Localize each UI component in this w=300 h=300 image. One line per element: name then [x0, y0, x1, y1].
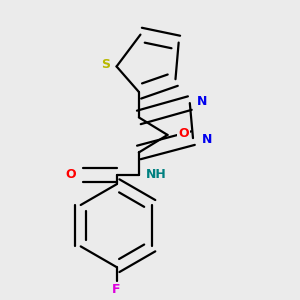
Text: NH: NH	[146, 168, 167, 181]
Text: N: N	[202, 133, 212, 146]
Text: O: O	[65, 168, 76, 181]
Text: S: S	[101, 58, 110, 71]
Text: O: O	[178, 127, 189, 140]
Text: F: F	[112, 283, 121, 296]
Text: N: N	[197, 95, 208, 108]
